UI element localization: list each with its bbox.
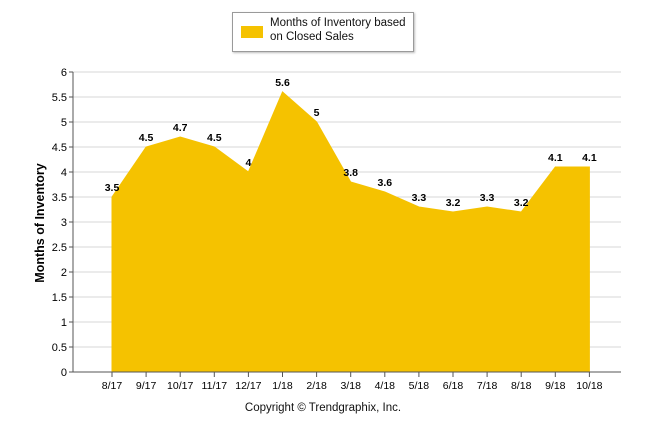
- x-tick-label: 9/18: [545, 380, 566, 392]
- x-tick-label: 10/18: [576, 380, 602, 392]
- data-label: 3.3: [480, 192, 495, 204]
- axes: [69, 71, 621, 377]
- data-label: 5: [314, 107, 320, 119]
- copyright-footer: Copyright © Trendgraphix, Inc.: [244, 402, 402, 414]
- y-tick-labels: 0 0.5 1 1.5 2 2.5 3 3.5 4 4.5 5 5.5 6: [52, 67, 67, 379]
- area-fill: [111, 91, 590, 373]
- y-tick-label: 1.5: [52, 292, 67, 304]
- x-tick-label: 12/17: [235, 380, 261, 392]
- data-labels: 3.5 4.5 4.7 4.5 4 5.6 5 3.8 3.6 3.3 3.2 3.3 3.2 4.1 4.…: [105, 77, 597, 209]
- x-tick-label: 8/18: [511, 380, 532, 392]
- y-tick-label: 5: [61, 117, 67, 129]
- x-tick-label: 5/18: [409, 380, 430, 392]
- y-tick-label: 6: [61, 67, 67, 79]
- y-tick-label: 3.5: [52, 192, 67, 204]
- x-tick-label: 7/18: [477, 380, 498, 392]
- x-tick-label: 10/17: [167, 380, 193, 392]
- y-tick-label: 4: [61, 167, 67, 179]
- data-label: 4: [245, 157, 251, 169]
- data-label: 4.1: [582, 152, 597, 164]
- y-tick-label: 1: [61, 317, 67, 329]
- x-tick-label: 8/17: [102, 380, 123, 392]
- chart-legend: Months of Inventory based on Closed Sale…: [232, 12, 414, 52]
- data-label: 4.7: [173, 122, 188, 134]
- data-label: 3.2: [446, 197, 461, 209]
- x-tick-label: 11/17: [202, 380, 228, 392]
- y-tick-label: 4.5: [52, 142, 67, 154]
- x-tick-labels: 8/17 9/17 10/17 11/17 12/17 1/18 2/18 3/18 4/18 5…: [102, 380, 603, 392]
- y-axis-title: Months of Inventory: [33, 163, 47, 282]
- y-tick-label: 3: [61, 217, 67, 229]
- data-label: 3.8: [343, 167, 358, 179]
- y-tick-label: 0.5: [52, 342, 67, 354]
- data-label: 3.6: [377, 177, 392, 189]
- y-tick-label: 5.5: [52, 92, 67, 104]
- data-label: 3.2: [514, 197, 529, 209]
- y-tick-label: 2: [61, 267, 67, 279]
- x-tick-label: 9/17: [136, 380, 157, 392]
- data-label: 4.5: [207, 132, 222, 144]
- legend-swatch: [241, 26, 263, 38]
- x-tick-label: 3/18: [340, 380, 361, 392]
- area-series: [111, 91, 590, 373]
- x-tick-label: 6/18: [443, 380, 464, 392]
- x-tick-label: 2/18: [306, 380, 327, 392]
- data-label: 4.1: [548, 152, 563, 164]
- data-label: 3.3: [412, 192, 427, 204]
- data-label: 3.5: [105, 182, 120, 194]
- x-tick-label: 4/18: [375, 380, 396, 392]
- data-label: 5.6: [275, 77, 290, 89]
- y-tick-label: 0: [61, 367, 67, 379]
- x-tick-label: 1/18: [272, 380, 293, 392]
- legend-label: Months of Inventory based on Closed Sale…: [270, 17, 406, 43]
- data-label: 4.5: [139, 132, 154, 144]
- y-tick-label: 2.5: [52, 242, 67, 254]
